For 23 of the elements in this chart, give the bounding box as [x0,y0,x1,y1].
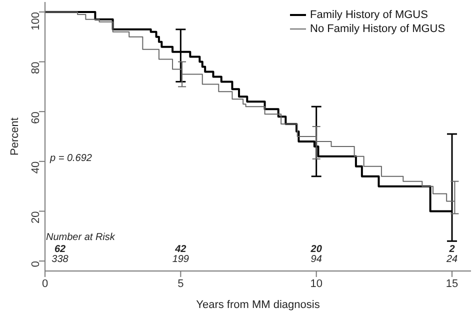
legend-label: Family History of MGUS [310,8,428,22]
annotation: 62 [54,244,66,255]
annotation: 20 [310,244,322,255]
annotation: 199 [172,254,189,265]
annotation: 2 [449,244,455,255]
y-tick-label: 80 [30,62,42,74]
y-tick-label: 60 [30,112,42,124]
x-tick-label: 5 [178,278,184,290]
y-tick-label: 0 [30,261,42,268]
x-axis-title: Years from MM diagnosis [196,299,320,311]
y-axis-title: Percent [8,118,21,156]
y-tick-label: 40 [30,161,42,174]
x-tick-label: 10 [310,278,322,290]
annotation: 94 [310,254,322,265]
annotation: 338 [52,254,68,265]
annotation: 42 [175,244,186,255]
y-tick-label: 20 [30,211,42,224]
legend-label: No Family History of MGUS [310,22,446,36]
y-tick-label: 100 [30,12,42,30]
annotation: Number at Risk [46,232,115,243]
x-tick-label: 15 [446,278,458,290]
annotation: p = 0.692 [50,153,92,164]
annotation: 24 [446,254,458,265]
